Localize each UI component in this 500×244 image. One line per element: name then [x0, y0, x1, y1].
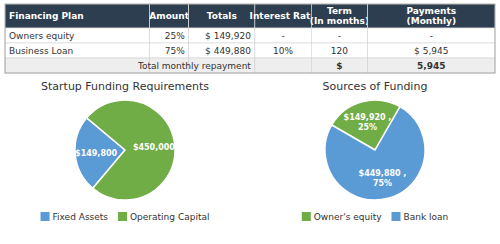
legend-swatch — [118, 212, 127, 221]
table-text: - — [430, 31, 433, 41]
pie-chart: Startup Funding Requirements $149,800 $450… — [41, 80, 210, 222]
legend-swatch — [392, 212, 401, 221]
legend: Fixed Assets Operating Capital — [41, 212, 210, 222]
data-label: $449,880 ,75% — [359, 169, 407, 188]
table-text: 10% — [273, 46, 293, 56]
table-cell — [255, 43, 311, 58]
table-cell — [368, 28, 495, 43]
table-text: $ 149,920 — [205, 31, 251, 41]
column-header: Term(In months) — [310, 6, 369, 26]
table-cell — [311, 58, 367, 73]
table-cell — [150, 28, 189, 43]
legend-entry: Operating Capital — [130, 212, 209, 222]
legend-swatch — [302, 212, 311, 221]
pie-slice — [325, 107, 425, 200]
table-cell — [189, 28, 255, 43]
table-text: 25% — [165, 31, 185, 41]
table-cell — [5, 43, 150, 58]
table-text: Owners equity — [9, 31, 75, 41]
chart-title: Sources of Funding — [323, 80, 428, 93]
column-header: Payments(Monthly) — [407, 6, 457, 26]
table-cell — [368, 58, 495, 73]
table: Financing PlanAmountTotalsInterest RateT… — [5, 4, 495, 73]
chart-root: Financing PlanAmountTotalsInterest RateT… — [0, 0, 500, 244]
legend-swatch — [41, 212, 50, 221]
table-text: - — [338, 31, 341, 41]
header-cell — [189, 4, 255, 28]
column-header: Interest Rate — [250, 11, 317, 21]
header-cell — [368, 4, 495, 28]
table-text: - — [281, 31, 284, 41]
table-text: Business Loan — [9, 46, 73, 56]
table-cell — [5, 58, 150, 73]
table-border — [5, 4, 495, 73]
table-cell — [5, 28, 150, 43]
table-cell — [311, 28, 367, 43]
pie-chart: Sources of Funding $149,920 ,25% $449,880 … — [302, 80, 448, 222]
table-text: $ 5,945 — [414, 46, 448, 56]
chart-title: Startup Funding Requirements — [41, 80, 209, 93]
table-cell — [150, 43, 189, 58]
table-text: Total monthly repayment — [137, 61, 251, 71]
table-text: $ — [336, 61, 342, 71]
table-cell — [255, 58, 311, 73]
data-label: $149,920 ,25% — [344, 113, 392, 132]
data-label: $450,000 — [133, 143, 175, 152]
table-cell — [189, 43, 255, 58]
header-cell — [5, 4, 150, 28]
legend-entry: Fixed Assets — [53, 212, 109, 222]
table-text: 120 — [331, 46, 348, 56]
column-header: Financing Plan — [9, 11, 84, 21]
table-text: 75% — [165, 46, 185, 56]
table-cell — [255, 28, 311, 43]
column-header: Amount — [149, 11, 189, 21]
data-label: $149,800 — [75, 149, 117, 158]
table-text: 5,945 — [417, 61, 445, 71]
legend: Owner's equity Bank loan — [302, 212, 448, 222]
legend-entry: Owner's equity — [314, 212, 382, 222]
table-text: $ 449,880 — [205, 46, 251, 56]
header-cell — [150, 4, 189, 28]
table-cell — [311, 43, 367, 58]
table-cell — [368, 43, 495, 58]
legend-entry: Bank loan — [404, 212, 449, 222]
column-header: Totals — [207, 11, 237, 21]
